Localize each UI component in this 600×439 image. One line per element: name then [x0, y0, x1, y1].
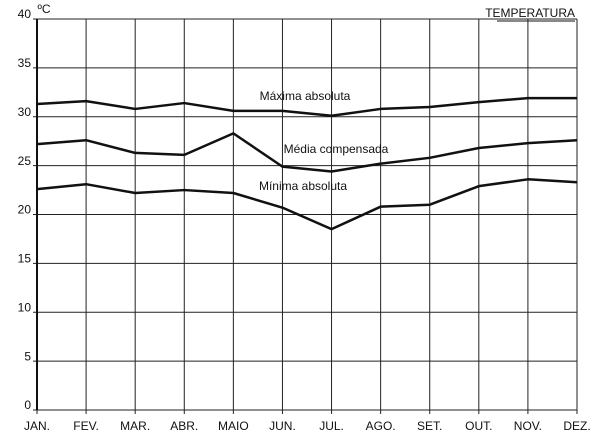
y-tick-label: 30 — [18, 105, 32, 119]
x-tick-label: FEV. — [73, 419, 99, 433]
y-tick-label: 35 — [18, 56, 32, 70]
x-tick-label: JUN. — [269, 419, 296, 433]
series-line — [36, 132, 578, 173]
unit-label: ºC — [37, 2, 50, 16]
y-tick-label: 10 — [18, 300, 32, 314]
x-tick-label: NOV. — [514, 419, 542, 433]
series-line — [36, 96, 577, 118]
x-tick-label: JUL. — [319, 419, 344, 433]
y-tick-label: 40 — [18, 7, 32, 21]
x-tick-label: DEZ. — [563, 419, 590, 433]
y-tick-label: 5 — [24, 349, 31, 363]
x-tick-label: AGO. — [366, 419, 396, 433]
x-tick-label: SET. — [417, 419, 442, 433]
y-tick-label: 15 — [18, 252, 32, 266]
x-tick-label: ABR. — [170, 419, 198, 433]
x-tick-label: JAN. — [24, 419, 50, 433]
series-label: Máxima absoluta — [260, 89, 351, 103]
chart-title: TEMPERATURA — [485, 6, 575, 20]
series-label: Mínima absoluta — [259, 179, 347, 193]
y-tick-label: 25 — [18, 154, 32, 168]
series-label: Média compensada — [284, 142, 389, 156]
x-tick-label: OUT. — [465, 419, 492, 433]
series-line — [36, 178, 578, 231]
y-tick-label: 20 — [18, 203, 32, 217]
x-tick-label: MAR. — [120, 419, 150, 433]
y-tick-label: 0 — [24, 398, 31, 412]
x-tick-label: MAIO — [218, 419, 249, 433]
